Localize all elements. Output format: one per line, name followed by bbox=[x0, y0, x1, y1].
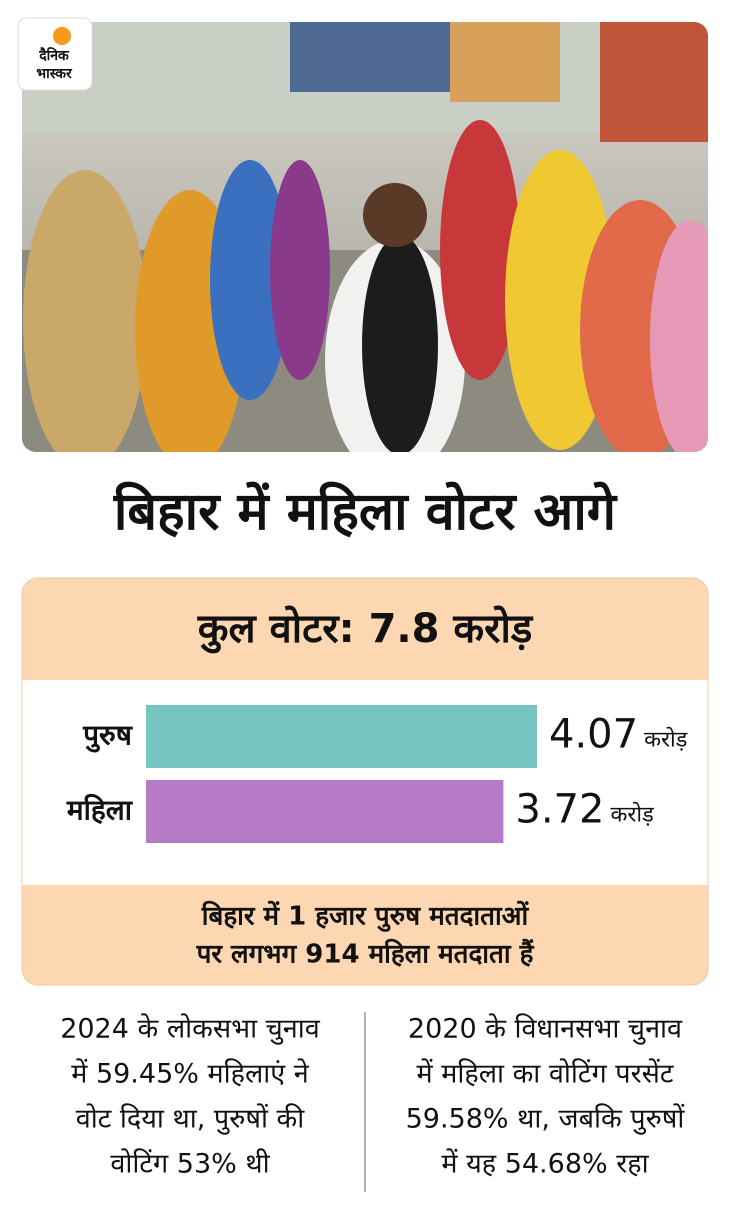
fact-line: में 59.45% महिलाएं ने bbox=[71, 1058, 310, 1090]
value-label: 3.72 bbox=[515, 787, 604, 833]
logo-sun bbox=[53, 27, 71, 45]
chart-note: बिहार में 1 हजार पुरुष मतदाताओं bbox=[201, 901, 530, 933]
unit-label: करोड़ bbox=[610, 802, 654, 828]
unit-label: करोड़ bbox=[644, 727, 688, 753]
bar bbox=[146, 780, 504, 843]
fact-line: में यह 54.68% रहा bbox=[441, 1148, 649, 1180]
bar bbox=[146, 705, 537, 768]
fact-line: 2024 के लोकसभा चुनाव bbox=[60, 1013, 321, 1046]
category-label: पुरुष bbox=[82, 719, 134, 753]
fact-line: 59.58% था, जबकि पुरुषों bbox=[406, 1103, 686, 1136]
logo-box bbox=[17, 17, 93, 91]
value-label: 4.07 bbox=[549, 712, 638, 758]
chart-note: पर लगभग 914 महिला मतदाता हैं bbox=[196, 939, 535, 970]
photo bbox=[22, 22, 708, 452]
fact-line: वोट दिया था, पुरुषों की bbox=[76, 1103, 306, 1136]
headline: बिहार में महिला वोटर आगे bbox=[113, 481, 618, 542]
logo-text: भास्कर bbox=[36, 66, 73, 82]
logo-text: दैनिक bbox=[38, 47, 70, 64]
fact-line: 2020 के विधानसभा चुनाव bbox=[408, 1013, 683, 1046]
fact-line: में महिला का वोटिंग परसेंट bbox=[416, 1058, 673, 1090]
category-label: महिला bbox=[66, 794, 134, 827]
chart-title: कुल वोटर: 7.8 करोड़ bbox=[197, 605, 534, 654]
card-border bbox=[21, 577, 709, 986]
fact-line: वोटिंग 53% थी bbox=[110, 1148, 270, 1180]
card bbox=[22, 578, 708, 985]
